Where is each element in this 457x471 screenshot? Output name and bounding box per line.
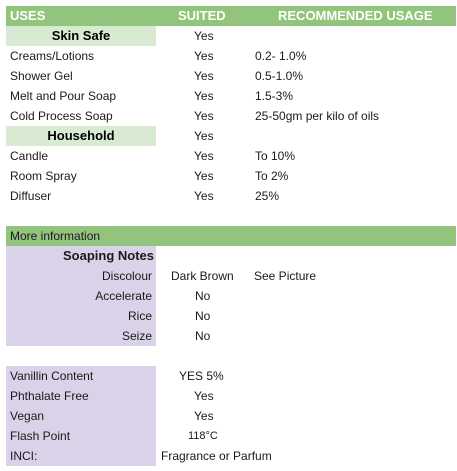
property-value: Yes [194,389,214,403]
table-row: Melt and Pour Soap Yes 1.5-3% [6,86,456,106]
more-information-label: More information [10,229,101,243]
household-label: Household [6,126,156,146]
skin-safe-label: Skin Safe [6,26,156,46]
table-row: Cold Process Soap Yes 25-50gm per kilo o… [6,106,456,126]
table-row: Discolour Dark Brown See Picture [6,266,456,286]
soaping-property-extra: See Picture [254,269,317,283]
property-value: Fragrance or Parfum [161,449,272,463]
section-soaping-notes: Soaping Notes [6,246,456,266]
use-suited: Yes [194,149,214,163]
table-row: INCI: Fragrance or Parfum [6,446,456,466]
table-header: USES SUITED RECOMMENDED USAGE [6,6,456,26]
soaping-notes-label: Soaping Notes [6,246,156,266]
property-name: Flash Point [6,426,156,446]
soaping-property-value: Dark Brown [171,269,234,283]
table-row: Rice No [6,306,456,326]
use-suited: Yes [194,109,214,123]
soaping-property-name: Seize [6,326,156,346]
use-name: Diffuser [10,189,52,203]
use-name: Creams/Lotions [10,49,95,63]
skin-safe-suited: Yes [194,29,214,43]
soaping-property-value: No [195,289,211,303]
table-row: Diffuser Yes 25% [6,186,456,206]
section-skin-safe: Skin Safe Yes [6,26,456,46]
use-name: Candle [10,149,49,163]
use-usage: 25-50gm per kilo of oils [255,109,380,123]
table-row: Accelerate No [6,286,456,306]
table-row: Creams/Lotions Yes 0.2- 1.0% [6,46,456,66]
table-row: Seize No [6,326,456,346]
soaping-property-value: No [195,329,211,343]
property-name: INCI: [6,446,156,466]
header-suited: SUITED [178,8,226,23]
property-value: YES 5% [179,369,224,383]
table-row: Shower Gel Yes 0.5-1.0% [6,66,456,86]
header-uses: USES [10,8,46,23]
table-row: Vegan Yes [6,406,456,426]
use-suited: Yes [194,189,214,203]
use-name: Room Spray [10,169,77,183]
table-row: Room Spray Yes To 2% [6,166,456,186]
property-value: 118°C [188,430,218,442]
use-suited: Yes [194,49,214,63]
use-usage: 0.2- 1.0% [255,49,307,63]
use-usage: To 2% [255,169,289,183]
use-suited: Yes [194,69,214,83]
use-name: Shower Gel [10,69,73,83]
use-suited: Yes [194,169,214,183]
use-usage: 0.5-1.0% [255,69,304,83]
household-suited: Yes [194,129,214,143]
header-recommended-usage: RECOMMENDED USAGE [278,8,433,23]
use-suited: Yes [194,89,214,103]
table-row: Phthalate Free Yes [6,386,456,406]
more-information-header: More information [6,226,456,246]
table-row: Vanillin Content YES 5% [6,366,456,386]
use-name: Melt and Pour Soap [10,89,117,103]
use-name: Cold Process Soap [10,109,113,123]
property-name: Phthalate Free [6,386,156,406]
soaping-property-value: No [195,309,211,323]
soaping-property-name: Accelerate [6,286,156,306]
section-household: Household Yes [6,126,456,146]
use-usage: 1.5-3% [255,89,294,103]
soaping-property-name: Rice [6,306,156,326]
use-usage: 25% [255,189,280,203]
use-usage: To 10% [255,149,296,163]
property-name: Vanillin Content [6,366,156,386]
soaping-property-name: Discolour [6,266,156,286]
property-value: Yes [194,409,214,423]
table-row: Candle Yes To 10% [6,146,456,166]
table-row: Flash Point 118°C [6,426,456,446]
property-name: Vegan [6,406,156,426]
